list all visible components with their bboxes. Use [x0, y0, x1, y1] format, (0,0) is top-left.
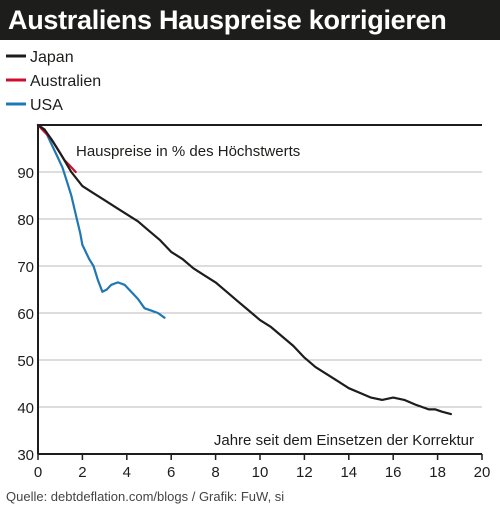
legend-item-japan: Japan: [6, 49, 74, 66]
x-tick-label: 8: [211, 464, 219, 481]
x-axis-label: Jahre seit dem Einsetzen der Korrektur: [214, 432, 474, 449]
x-tick-label: 4: [123, 464, 131, 481]
series-lines: [36, 123, 452, 416]
y-tick-label: 80: [17, 212, 34, 229]
x-tick-label: 18: [429, 464, 446, 481]
legend-label: USA: [30, 97, 63, 114]
chart-title: Australiens Hauspreise korrigieren: [8, 5, 447, 35]
series-line-japan: [36, 123, 452, 416]
legend-item-usa: USA: [6, 97, 63, 114]
x-tick-label: 16: [385, 464, 402, 481]
grid-lines: [38, 171, 482, 408]
x-tick-label: 14: [340, 464, 357, 481]
x-tick-label: 20: [474, 464, 491, 481]
legend-label: Japan: [30, 49, 74, 66]
x-tick-label: 6: [167, 464, 175, 481]
y-tick-label: 30: [17, 447, 34, 464]
legend-label: Australien: [30, 73, 101, 90]
x-tick-label: 2: [78, 464, 86, 481]
axes: [37, 124, 483, 460]
source-note: Quelle: debtdeflation.com/blogs / Grafik…: [6, 489, 285, 504]
x-tick-label: 0: [34, 464, 42, 481]
y-tick-label: 60: [17, 306, 34, 323]
title-bar: Australiens Hauspreise korrigieren: [0, 0, 500, 40]
x-tick-label: 12: [296, 464, 313, 481]
y-tick-label: 40: [17, 400, 34, 417]
tick-labels: 30 40 50 60 70 80 90 0 2 4 6 8 10 12 14 16 18 20: [17, 165, 490, 481]
legend-item-australien: Australien: [6, 73, 101, 90]
x-tick-label: 10: [252, 464, 269, 481]
legend: Japan Australien USA: [6, 49, 101, 114]
series-line-usa: [36, 123, 166, 319]
y-tick-label: 50: [17, 353, 34, 370]
y-tick-label: 90: [17, 165, 34, 182]
y-tick-label: 70: [17, 259, 34, 276]
chart: 30 40 50 60 70 80 90 0 2 4 6 8 10 12 14 16 18 20 Japan Aus…: [6, 49, 490, 481]
y-axis-label: Hauspreise in % des Höchstwerts: [76, 143, 300, 160]
